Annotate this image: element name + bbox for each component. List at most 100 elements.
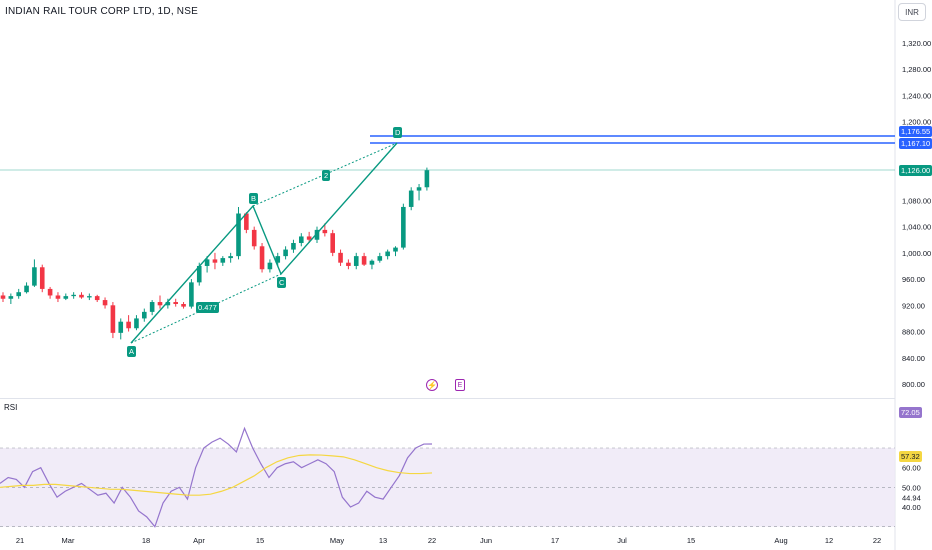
- candle-body: [361, 256, 367, 265]
- ratio-bd-label: 2: [322, 170, 331, 181]
- price-tick-label: 840.00: [902, 354, 925, 363]
- candle-body: [79, 294, 84, 298]
- candle-body: [236, 213, 241, 257]
- price-axis: 1,320.00 1,280.00 1,240.00 1,200.00 1,080.00…: [902, 39, 931, 389]
- price-label-1167: 1,167.10: [899, 138, 932, 149]
- candle-body: [385, 251, 390, 257]
- time-tick-label: 21: [16, 536, 24, 545]
- candle-body: [346, 262, 351, 266]
- rsi-value-badge: 72.05: [899, 407, 922, 418]
- candle-body: [275, 256, 281, 263]
- price-tick-label: 1,280.00: [902, 65, 931, 74]
- candle-body: [87, 296, 92, 298]
- time-tick-label: 13: [379, 536, 387, 545]
- candle-body: [149, 302, 155, 312]
- rsi-tick-label: 60.00: [902, 464, 921, 473]
- candle-body: [157, 302, 163, 306]
- time-tick-label: 18: [142, 536, 150, 545]
- candle-body: [39, 267, 45, 289]
- time-tick-label: 15: [687, 536, 695, 545]
- candle-body: [47, 288, 53, 296]
- price-tick-label: 800.00: [902, 380, 925, 389]
- rsi-divider: [0, 398, 895, 399]
- price-label-last: 1,126.00: [899, 165, 932, 176]
- candle-body: [338, 252, 343, 263]
- time-axis: 21 Mar 18 Apr 15 May 13 22 Jun 17 Jul 15 Aug 12 22: [16, 536, 881, 545]
- price-tick-label: 1,240.00: [902, 91, 931, 100]
- candle-body: [204, 259, 210, 266]
- price-tick-label: 1,200.00: [902, 118, 931, 127]
- candle-body: [102, 300, 108, 306]
- price-tick-label: 1,040.00: [902, 223, 931, 232]
- time-tick-label: 12: [825, 536, 833, 545]
- candle-body: [126, 321, 131, 329]
- time-tick-label: Apr: [193, 536, 205, 545]
- candle-body: [306, 236, 312, 240]
- time-tick-label: 22: [873, 536, 881, 545]
- rsi-ma-line: [0, 454, 433, 496]
- price-tick-label: 1,320.00: [902, 39, 931, 48]
- point-d-label: D: [393, 127, 403, 138]
- candle-body: [16, 292, 21, 297]
- candle-body: [71, 294, 76, 297]
- candle-body: [251, 229, 257, 247]
- candle-body: [220, 258, 226, 263]
- earnings-icon[interactable]: E: [455, 379, 465, 391]
- candle-body: [8, 296, 14, 299]
- candle-body: [196, 265, 202, 283]
- candle-body: [259, 246, 265, 270]
- currency-button[interactable]: INR: [898, 3, 926, 21]
- candle-body: [291, 243, 296, 250]
- candle-body: [408, 190, 414, 207]
- candle-body: [165, 302, 171, 306]
- candle-body: [377, 256, 383, 261]
- abcd-pattern: [130, 142, 398, 344]
- price-tick-label: 920.00: [902, 301, 925, 310]
- candle-body: [32, 267, 37, 286]
- price-tick-label: 880.00: [902, 328, 925, 337]
- candle-body: [330, 233, 335, 253]
- ratio-ac-label: 0.477: [196, 302, 219, 313]
- price-tick-label: 1,000.00: [902, 249, 931, 258]
- candle-body: [173, 302, 178, 304]
- candle-body: [322, 229, 328, 234]
- candle-body: [314, 229, 320, 240]
- point-c-label: C: [277, 277, 287, 288]
- candle-body: [110, 305, 116, 333]
- candle-body: [142, 311, 147, 319]
- candle-body: [393, 247, 398, 252]
- rsi-ma-badge: 57.32: [899, 451, 922, 462]
- pattern-line: [130, 142, 398, 344]
- price-tick-label: 960.00: [902, 275, 925, 284]
- lightning-icon[interactable]: ⚡: [426, 379, 438, 391]
- rsi-tick-label: 40.00: [902, 503, 921, 512]
- candle-body: [0, 295, 6, 299]
- candle-body: [267, 262, 273, 270]
- candle-body: [24, 285, 29, 293]
- pattern-ac-line: [130, 273, 282, 344]
- time-tick-label: Mar: [62, 536, 75, 545]
- candles-group: [0, 167, 430, 340]
- price-tick-label: 1,080.00: [902, 196, 931, 205]
- rsi-line: [0, 426, 433, 528]
- candle-body: [416, 187, 422, 191]
- point-b-label: B: [249, 193, 259, 204]
- candle-body: [118, 321, 124, 333]
- time-tick-label: 17: [551, 536, 559, 545]
- chart-title: INDIAN RAIL TOUR CORP LTD, 1D, NSE: [5, 6, 198, 17]
- candle-body: [189, 282, 194, 307]
- candle-body: [353, 256, 359, 266]
- candle-body: [283, 249, 288, 257]
- candle-body: [369, 260, 375, 265]
- time-tick-label: Aug: [774, 536, 787, 545]
- time-tick-label: 22: [428, 536, 436, 545]
- candle-body: [401, 206, 406, 248]
- candle-body: [299, 236, 304, 244]
- candle-body: [181, 303, 186, 307]
- point-a-label: A: [127, 346, 137, 357]
- price-label-1176: 1,176.55: [899, 126, 932, 137]
- time-tick-label: 15: [256, 536, 264, 545]
- candle-body: [134, 318, 139, 329]
- rsi-label: RSI: [4, 403, 18, 412]
